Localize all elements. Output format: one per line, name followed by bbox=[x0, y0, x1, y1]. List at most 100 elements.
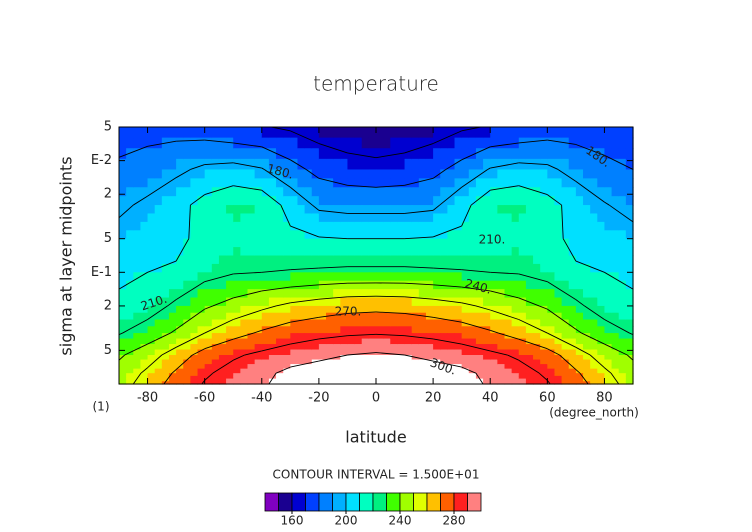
contour-cell bbox=[468, 297, 477, 307]
contour-cell bbox=[540, 221, 548, 231]
contour-cell bbox=[433, 326, 441, 334]
contour-cell bbox=[226, 247, 234, 257]
contour-line bbox=[579, 372, 589, 385]
contour-cell bbox=[311, 272, 320, 282]
contour-cell bbox=[247, 255, 256, 265]
contour-cell bbox=[490, 196, 498, 206]
contour-cell bbox=[625, 349, 634, 356]
contour-cell bbox=[376, 127, 384, 139]
contour-cell bbox=[618, 333, 627, 340]
contour-cell bbox=[575, 230, 584, 240]
contour-cell bbox=[468, 255, 477, 265]
contour-cell bbox=[261, 221, 270, 231]
contour-cell bbox=[547, 213, 556, 223]
contour-cell bbox=[340, 381, 349, 385]
contour-cell bbox=[504, 297, 513, 307]
contour-cell bbox=[247, 187, 256, 197]
contour-cell bbox=[561, 213, 570, 223]
contour-cell bbox=[404, 255, 413, 265]
contour-cell bbox=[575, 137, 584, 149]
contour-cell bbox=[333, 221, 341, 231]
contour-cell bbox=[411, 333, 420, 340]
contour-cell bbox=[383, 355, 391, 361]
contour-cell bbox=[261, 326, 270, 334]
contour-cell bbox=[304, 272, 313, 282]
contour-cell bbox=[147, 381, 156, 385]
contour-cell bbox=[211, 297, 220, 307]
contour-cell bbox=[611, 213, 620, 223]
contour-cell bbox=[254, 205, 263, 215]
contour-cell bbox=[297, 289, 306, 299]
contour-cell bbox=[276, 364, 284, 370]
contour-cell bbox=[218, 344, 227, 351]
contour-cell bbox=[161, 359, 170, 365]
contour-cell bbox=[304, 148, 313, 160]
contour-cell bbox=[404, 213, 413, 223]
contour-cell bbox=[440, 378, 448, 382]
contour-cell bbox=[283, 344, 291, 351]
contour-cell bbox=[490, 169, 498, 179]
contour-cell bbox=[525, 187, 534, 197]
contour-cell bbox=[554, 349, 563, 356]
contour-cell bbox=[590, 196, 598, 206]
contour-cell bbox=[140, 344, 149, 351]
contour-cell bbox=[625, 368, 634, 374]
contour-cell bbox=[233, 333, 241, 340]
contour-cell bbox=[126, 213, 134, 223]
contour-cell bbox=[561, 205, 570, 215]
contour-cell bbox=[283, 333, 291, 340]
contour-cell bbox=[304, 373, 313, 377]
contour-cell bbox=[461, 263, 470, 273]
contour-cell bbox=[625, 148, 634, 160]
contour-cell bbox=[533, 359, 541, 365]
contour-cell bbox=[504, 375, 513, 380]
contour-cell bbox=[404, 297, 413, 307]
contour-cell bbox=[618, 359, 627, 365]
contour-cell bbox=[425, 319, 434, 327]
contour-cell bbox=[611, 344, 620, 351]
contour-cell bbox=[383, 247, 391, 257]
contour-cell bbox=[233, 158, 241, 171]
contour-cell bbox=[347, 272, 356, 282]
contour-cell bbox=[340, 263, 349, 273]
contour-cell bbox=[611, 137, 620, 149]
contour-cell bbox=[190, 297, 199, 307]
contour-cell bbox=[525, 375, 534, 380]
contour-cell bbox=[390, 368, 399, 374]
contour-cell bbox=[354, 378, 363, 382]
contour-cell bbox=[590, 319, 598, 327]
contour-cell bbox=[554, 305, 563, 314]
contour-cell bbox=[590, 148, 598, 160]
contour-cell bbox=[290, 349, 299, 356]
contour-cell bbox=[290, 368, 299, 374]
contour-cell bbox=[126, 263, 134, 273]
contour-cell bbox=[204, 359, 213, 365]
contour-cell bbox=[390, 359, 399, 365]
contour-line bbox=[171, 369, 177, 374]
contour-cell bbox=[140, 289, 149, 299]
contour-cell bbox=[261, 169, 270, 179]
contour-cell bbox=[361, 280, 370, 290]
contour-cell bbox=[611, 373, 620, 377]
contour-cell bbox=[276, 272, 284, 282]
contour-line bbox=[575, 369, 581, 374]
contour-cell bbox=[283, 375, 291, 380]
contour-cell bbox=[383, 238, 391, 248]
x-tick-label: -20 bbox=[308, 391, 329, 406]
contour-cell bbox=[425, 289, 434, 299]
contour-cell bbox=[483, 364, 491, 370]
contour-cell bbox=[511, 359, 520, 365]
x-unit: (degree_north) bbox=[549, 406, 639, 420]
contour-cell bbox=[583, 338, 591, 345]
contour-cell bbox=[468, 373, 477, 377]
contour-cell bbox=[447, 333, 456, 340]
contour-cell bbox=[326, 333, 334, 340]
contour-cell bbox=[333, 359, 341, 365]
contour-cell bbox=[468, 326, 477, 334]
contour-cell bbox=[226, 297, 234, 307]
contour-cell bbox=[119, 205, 127, 215]
contour-cell bbox=[154, 312, 163, 321]
contour-cell bbox=[261, 127, 270, 139]
contour-cell bbox=[211, 137, 220, 149]
contour-cell bbox=[511, 326, 520, 334]
